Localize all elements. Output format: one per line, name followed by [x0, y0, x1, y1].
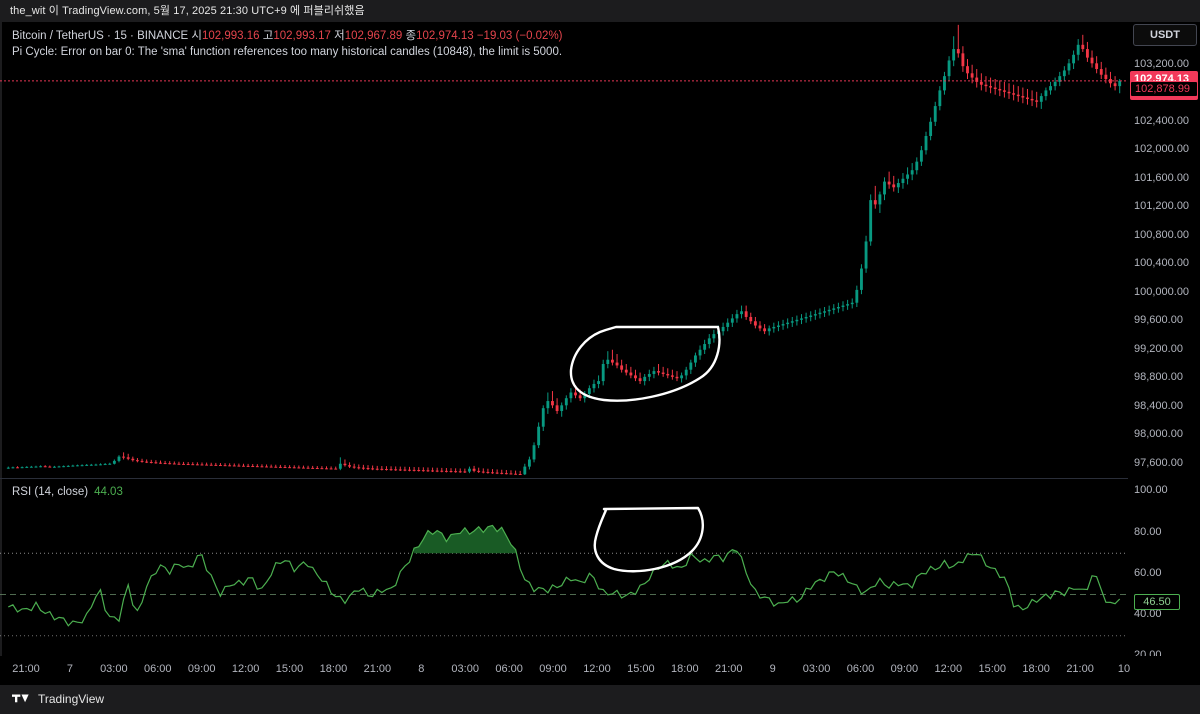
tradingview-wordmark: TradingView — [38, 692, 105, 706]
time-tick-label: 21:00 — [12, 663, 40, 675]
close-label: 종 — [405, 30, 417, 42]
rsi-tick-label: 40.00 — [1134, 608, 1162, 621]
time-tick-label: 7 — [66, 663, 73, 675]
symbol-title: Bitcoin / TetherUS · 15 · BINANCE — [12, 30, 189, 42]
rsi-pane[interactable] — [0, 481, 1128, 677]
time-tick-label: 15:00 — [978, 663, 1006, 675]
time-tick-label: 03:00 — [802, 663, 831, 675]
price-tick-label: 98,400.00 — [1134, 399, 1183, 412]
open-value: 102,993.16 — [201, 30, 260, 42]
time-tick-label: 03:00 — [100, 663, 128, 675]
candlestick-plot — [0, 24, 1128, 476]
time-tick-label: 09:00 — [187, 663, 216, 675]
price-tick-label: 102,000.00 — [1134, 143, 1190, 156]
chart-frame: Bitcoin / TetherUS · 15 · BINANCE 시102,9… — [0, 22, 1200, 714]
previous-close-badge[interactable]: 102,878.99 — [1130, 80, 1198, 97]
time-tick-label: 15:00 — [275, 663, 304, 675]
publish-info-bar: the_wit 이 TradingView.com, 5월 17, 2025 2… — [0, 0, 1200, 22]
price-scale[interactable]: 103,600.00103,200.00102,800.00102,400.00… — [1128, 22, 1200, 661]
price-tick-label: 103,200.00 — [1134, 57, 1190, 70]
rsi-tick-label: 80.00 — [1134, 525, 1162, 538]
price-tick-label: 100,800.00 — [1134, 228, 1190, 241]
rsi-current-badge[interactable]: 46.50 — [1134, 593, 1180, 610]
rsi-tick-label: 60.00 — [1134, 566, 1162, 579]
high-label: 고 — [262, 30, 274, 42]
rsi-plot — [0, 506, 1128, 637]
price-tick-label: 100,400.00 — [1134, 257, 1190, 270]
time-scale[interactable]: 21:00 7 03:00 06:00 09:00 12:00 15:00 18:00 21:0… — [0, 656, 1200, 685]
price-tick-label: 98,000.00 — [1134, 428, 1183, 441]
tradingview-mark-icon — [12, 694, 29, 702]
close-value: 102,974.13 — [416, 30, 474, 42]
price-pane[interactable] — [0, 22, 1128, 478]
price-tick-label: 97,600.00 — [1134, 456, 1183, 469]
time-tick-label: 06:00 — [495, 663, 523, 675]
low-value: 102,967.89 — [344, 30, 403, 42]
time-tick-label: 18:00 — [1022, 663, 1050, 675]
time-tick-label: 12:00 — [583, 663, 611, 675]
rsi-legend[interactable]: RSI (14, close) 44.03 — [12, 485, 123, 500]
indicator-error-legend[interactable]: Pi Cycle: Error on bar 0: The 'sma' func… — [12, 46, 563, 58]
low-label: 저 — [334, 30, 345, 42]
time-tick-label: 8 — [418, 663, 425, 675]
footer-bar: TradingView — [0, 685, 1200, 714]
price-tick-label: 101,200.00 — [1134, 200, 1190, 213]
price-tick-label: 100,000.00 — [1134, 285, 1190, 298]
time-tick-label: 9 — [769, 663, 776, 675]
price-tick-label: 99,600.00 — [1134, 314, 1183, 327]
time-tick-label: 12:00 — [934, 663, 963, 675]
rsi-legend-title: RSI (14, close) — [12, 486, 89, 498]
time-tick-label: 09:00 — [890, 663, 919, 675]
time-tick-label: 03:00 — [451, 663, 479, 675]
time-tick-label: 21:00 — [1066, 663, 1094, 675]
time-tick-label: 21:00 — [363, 663, 392, 675]
time-tick-label: 10 — [1117, 663, 1131, 675]
currency-button[interactable]: USDT — [1133, 24, 1197, 46]
time-tick-label: 18:00 — [671, 663, 699, 675]
pane-divider[interactable] — [0, 478, 1128, 479]
rsi-tick-label: 100.00 — [1134, 484, 1168, 497]
time-tick-label: 06:00 — [846, 663, 875, 675]
symbol-legend[interactable]: Bitcoin / TetherUS · 15 · BINANCE 시102,9… — [12, 29, 563, 44]
time-tick-label: 12:00 — [231, 663, 260, 675]
time-tick-label: 06:00 — [143, 663, 172, 675]
time-tick-label: 18:00 — [319, 663, 348, 675]
high-value: 102,993.17 — [273, 30, 331, 42]
time-tick-label: 21:00 — [714, 663, 743, 675]
price-tick-label: 98,800.00 — [1134, 371, 1183, 384]
pane-left-edge — [0, 22, 2, 677]
rsi-legend-value: 44.03 — [94, 486, 123, 498]
open-label: 시 — [191, 30, 202, 42]
price-tick-label: 99,200.00 — [1134, 342, 1183, 355]
time-tick-label: 09:00 — [539, 663, 567, 675]
time-tick-label: 15:00 — [627, 663, 655, 675]
price-tick-label: 101,600.00 — [1134, 171, 1190, 184]
price-tick-label: 102,400.00 — [1134, 114, 1190, 127]
tradingview-logo[interactable]: TradingView — [12, 692, 104, 706]
change-value: −19.03 (−0.02%) — [476, 30, 563, 42]
